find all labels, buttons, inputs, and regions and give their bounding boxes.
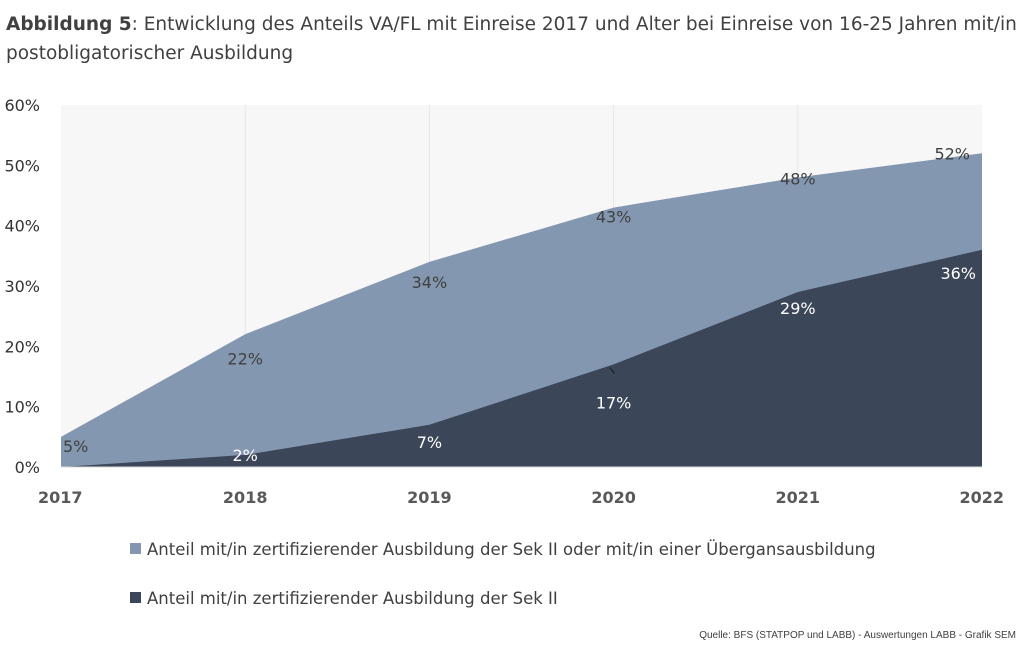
x-tick-label: 2018	[223, 488, 268, 507]
y-tick-label: 10%	[4, 398, 40, 417]
legend-item-lower: Anteil mit/in zertifizierender Ausbildun…	[130, 589, 558, 608]
x-tick-label: 2017	[38, 488, 83, 507]
legend-item-upper: Anteil mit/in zertifizierender Ausbildun…	[130, 540, 876, 559]
data-label-upper: 22%	[227, 349, 263, 368]
legend-label-upper: Anteil mit/in zertifizierender Ausbildun…	[147, 540, 876, 559]
area-series-lower	[61, 249, 982, 467]
data-label-lower: 29%	[780, 299, 816, 318]
y-tick-label: 60%	[4, 96, 40, 115]
x-tick-label: 2019	[407, 488, 452, 507]
x-tick-label: 2022	[959, 488, 1004, 507]
y-tick-label: 50%	[4, 156, 40, 175]
data-label-upper: 48%	[780, 169, 816, 188]
legend-swatch-upper	[130, 543, 141, 554]
data-label-lower: 7%	[417, 433, 442, 452]
x-tick-label: 2021	[776, 488, 821, 507]
y-tick-label: 40%	[4, 217, 40, 236]
label-leader-line	[609, 367, 616, 374]
figure-number: Abbildung 5	[6, 14, 132, 35]
y-tick-label: 30%	[4, 277, 40, 296]
legend-label-lower: Anteil mit/in zertifizierender Ausbildun…	[147, 589, 558, 608]
data-label-upper: 52%	[934, 144, 970, 163]
data-label-upper: 43%	[596, 208, 632, 227]
chart-title: Abbildung 5: Entwicklung des Anteils VA/…	[6, 10, 1020, 68]
data-label-lower: 36%	[940, 264, 976, 283]
y-tick-label: 20%	[4, 337, 40, 356]
y-tick-label: 0%	[15, 458, 40, 477]
data-label-upper: 5%	[63, 437, 88, 456]
legend-swatch-lower	[130, 592, 141, 603]
data-label-lower: 2%	[233, 446, 258, 465]
area-chart: 0% 10% 20% 30% 40% 50% 60% 2017 2018 2019 2020 2021…	[4, 96, 1004, 507]
data-label-lower: 17%	[596, 393, 632, 412]
source-note: Quelle: BFS (STATPOP und LABB) - Auswert…	[699, 630, 1016, 641]
title-text: : Entwicklung des Anteils VA/FL mit Einr…	[6, 14, 1017, 64]
data-label-upper: 34%	[412, 273, 448, 292]
x-tick-label: 2020	[591, 488, 636, 507]
